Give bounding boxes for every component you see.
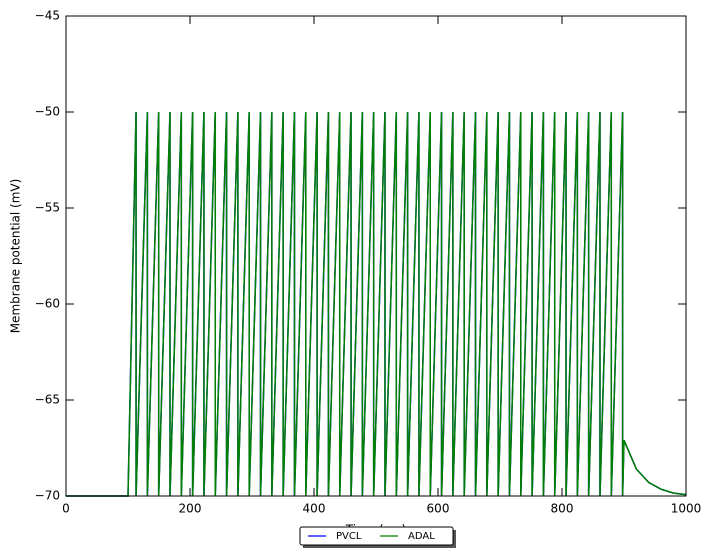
x-tick-label: 800 [551, 502, 574, 516]
x-tick-label: 400 [303, 502, 326, 516]
legend-label: ADAL [408, 531, 435, 542]
plot-area [65, 15, 687, 497]
x-tick-label: 1000 [671, 502, 702, 516]
legend-box [299, 526, 454, 546]
y-tick-label: −65 [35, 393, 60, 407]
legend-label: PVCL [336, 531, 362, 542]
y-tick-label: −60 [35, 297, 60, 311]
x-tick-label: 600 [427, 502, 450, 516]
y-axis-label: Membrane potential (mV) [9, 179, 23, 334]
series-line [66, 111, 687, 497]
y-tick-label: −45 [35, 9, 60, 23]
axes-frame [65, 15, 687, 497]
y-tick-label: −70 [35, 489, 60, 503]
legend: PVCL ADAL [299, 526, 456, 548]
y-tick-label: −50 [35, 105, 60, 119]
x-tick-label: 200 [179, 502, 202, 516]
y-tick-label: −55 [35, 201, 60, 215]
x-tick-label: 0 [62, 502, 70, 516]
